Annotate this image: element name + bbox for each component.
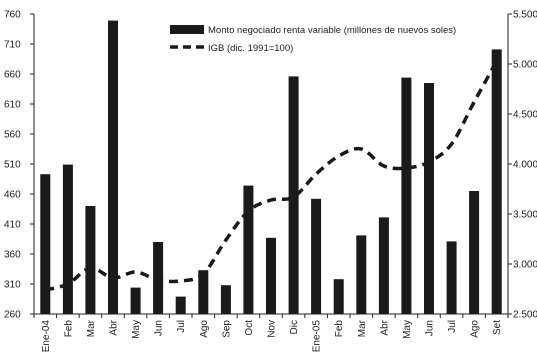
bar-2 (62, 164, 73, 314)
x-tick-label: Jul (176, 320, 187, 333)
bar-8 (198, 270, 209, 314)
legend-label-line: IGB (dic. 1991=100) (208, 43, 293, 54)
bar-20 (469, 191, 480, 314)
x-tick-label: May (131, 320, 142, 339)
bar-4 (108, 20, 118, 314)
left-tick-label: 310 (4, 280, 21, 291)
left-tick-label: 460 (4, 190, 21, 201)
line-layer (44, 60, 499, 292)
bar-9 (220, 285, 231, 314)
left-tick-label: 510 (4, 160, 21, 171)
bar-6 (153, 242, 164, 314)
x-tick-label: Mar (86, 319, 97, 337)
left-tick-label: 360 (4, 250, 21, 261)
x-tick-label: Feb (334, 320, 345, 338)
left-tick-label: 260 (4, 310, 21, 321)
x-tick-label: Jun (154, 320, 165, 336)
bar-15 (356, 235, 367, 314)
x-tick-label: Set (492, 320, 503, 335)
x-tick-label: Jun (425, 320, 436, 336)
left-tick-label: 410 (4, 220, 21, 231)
bar-11 (266, 237, 276, 314)
left-tick-label: 660 (4, 70, 21, 81)
right-tick-label: 2.500 (513, 310, 537, 321)
bar-19 (446, 241, 457, 314)
bar-14 (333, 279, 344, 314)
legend-swatch-bar (170, 25, 204, 34)
bar-21 (491, 49, 502, 315)
axes: 260 310 360 410 460 510 560 610 660 710 760 2.500 3.… (4, 10, 537, 353)
x-tick-label: Ago (199, 320, 210, 338)
x-tick-label: Ago (470, 320, 481, 338)
bar-3 (85, 206, 96, 314)
right-tick-label: 5.500 (513, 10, 537, 21)
bar-12 (288, 76, 299, 315)
right-tick-label: 4.000 (513, 160, 537, 171)
right-tick-label: 3.000 (513, 260, 537, 271)
bar-10 (243, 185, 254, 314)
x-tick-label: Oct (244, 320, 255, 336)
left-tick-label: 760 (4, 10, 21, 21)
left-tick-label: 610 (4, 100, 21, 111)
left-tick-label: 710 (4, 40, 21, 51)
right-tick-label: 5.000 (513, 60, 537, 71)
x-tick-label: Feb (63, 320, 74, 338)
left-tick-label: 560 (4, 130, 21, 141)
x-tick-label: Sep (221, 320, 232, 338)
bar-1 (40, 174, 51, 314)
right-tick-label: 3.500 (513, 210, 537, 221)
x-tick-label: Jul (447, 320, 458, 333)
x-tick-label: Nov (267, 320, 278, 338)
x-tick-label: Dic (289, 320, 300, 334)
igb-line (44, 60, 499, 292)
bar-5 (130, 287, 141, 314)
bar-13 (311, 198, 322, 314)
x-tick-label: Mar (357, 319, 368, 337)
x-tick-label: Ene-05 (312, 320, 323, 353)
right-tick-label: 4.500 (513, 110, 537, 121)
legend-label-bar: Monto negociado renta variable (millones… (208, 25, 456, 36)
bar-17 (401, 77, 412, 314)
bar-7 (175, 296, 186, 314)
bar-18 (424, 83, 434, 314)
x-tick-label: Abr (109, 319, 120, 335)
bar-16 (378, 217, 389, 314)
x-tick-label: Abr (379, 319, 390, 335)
x-tick-label: Ene-04 (41, 320, 52, 353)
bar-group (40, 20, 502, 315)
legend: Monto negociado renta variable (millones… (170, 25, 456, 54)
x-tick-label: May (402, 320, 413, 339)
